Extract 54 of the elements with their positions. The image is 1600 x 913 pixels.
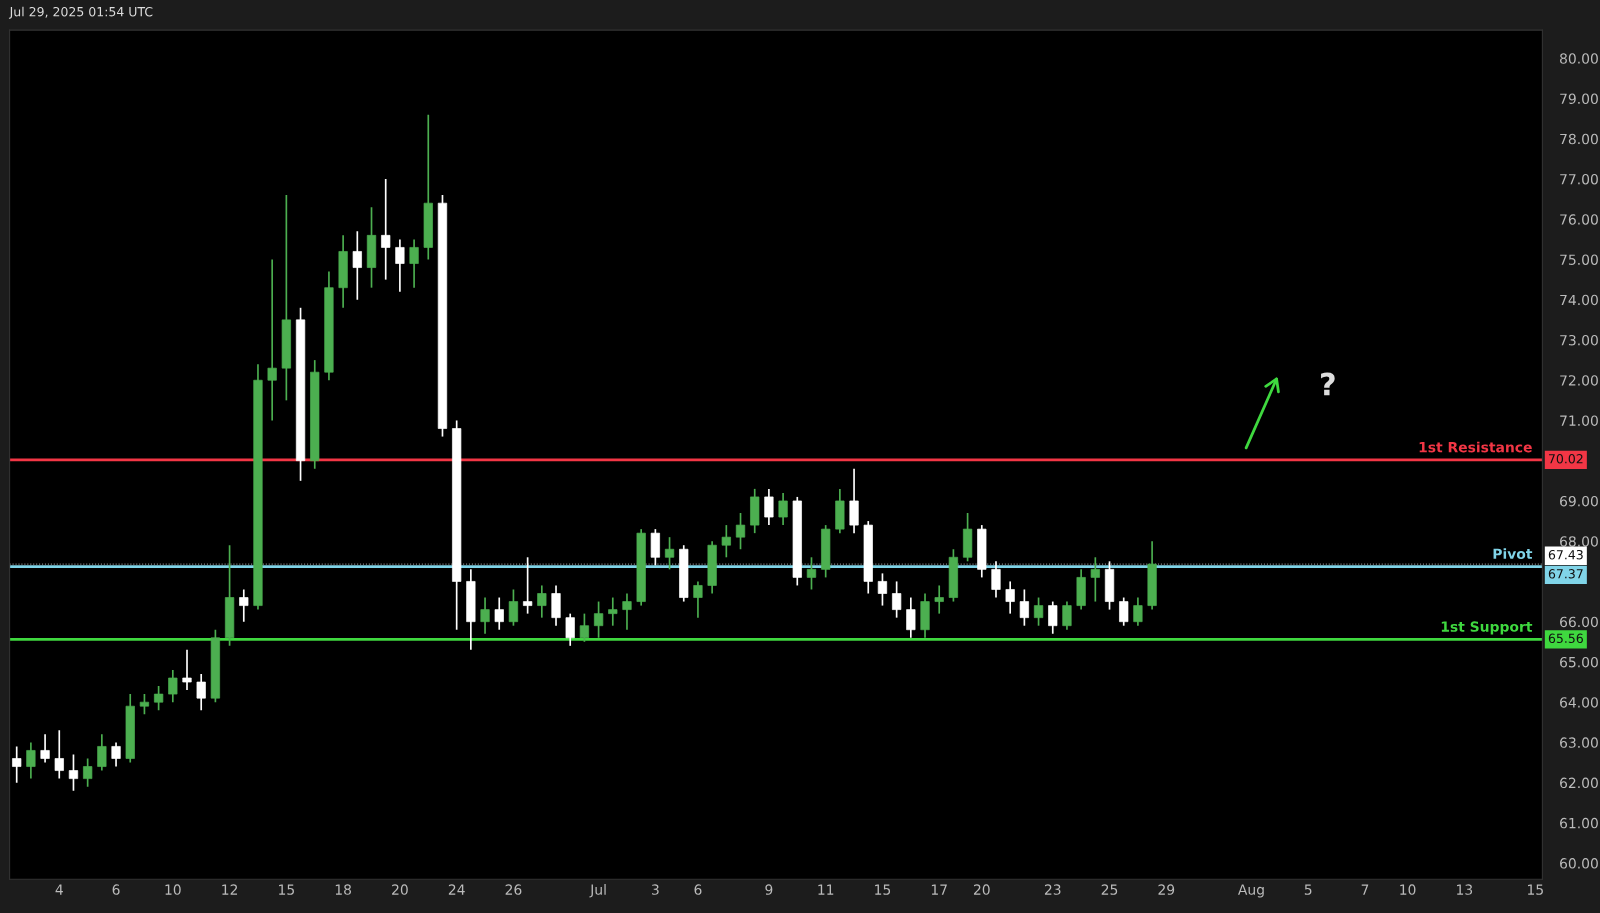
- chart-title: Jul 29, 2025 01:54 UTC: [8, 6, 153, 19]
- x-tick-label: 10: [165, 884, 181, 895]
- y-tick-label: 64.00: [1560, 697, 1598, 708]
- y-tick-label: 73.00: [1560, 334, 1598, 346]
- x-tick-label: 5: [1304, 884, 1312, 895]
- y-tick-label: 68.00: [1560, 536, 1598, 547]
- x-tick-label: 17: [931, 884, 947, 895]
- y-tick-label: 80.00: [1560, 53, 1598, 64]
- x-tick-label: 10: [1400, 884, 1416, 895]
- y-tick-label: 65.00: [1560, 656, 1598, 668]
- ref-line-label: 1st Resistance: [1419, 441, 1532, 453]
- y-tick-label: 72.00: [1560, 375, 1598, 386]
- x-tick-label: 15: [279, 884, 294, 895]
- y-tick-label: 62.00: [1560, 777, 1598, 789]
- x-tick-label: 24: [448, 884, 465, 895]
- x-tick-label: 25: [1101, 884, 1118, 895]
- x-tick-label: 26: [505, 884, 522, 895]
- text: 65.56: [1548, 633, 1583, 644]
- x-tick-label: Aug: [1238, 884, 1264, 898]
- y-tick-label: 76.00: [1560, 214, 1598, 225]
- x-tick-label: 23: [1044, 884, 1061, 895]
- x-tick-label: 15: [875, 884, 891, 895]
- x-tick-label: 11: [818, 884, 834, 895]
- y-tick-label: 78.00: [1560, 133, 1598, 145]
- x-tick-label: 20: [973, 884, 990, 895]
- x-tick-label: 29: [1158, 884, 1175, 895]
- y-tick-label: 60.00: [1560, 858, 1598, 869]
- y-tick-label: 63.00: [1560, 737, 1598, 748]
- x-tick-label: Jul: [589, 884, 606, 898]
- x-tick-label: 15: [1527, 884, 1543, 895]
- y-tick-label: 79.00: [1560, 93, 1598, 105]
- x-tick-label: 3: [652, 884, 659, 895]
- text: 67.37: [1548, 569, 1583, 579]
- x-tick-label: 4: [55, 884, 63, 895]
- x-tick-label: 7: [1361, 884, 1369, 895]
- x-tick-label: 12: [222, 884, 238, 895]
- x-tick-label: 6: [112, 884, 120, 895]
- ref-line-label: 1st Support: [1441, 621, 1533, 635]
- y-tick-label: 74.00: [1560, 294, 1598, 306]
- y-tick-label: 69.00: [1560, 495, 1598, 507]
- annotation: ?: [1321, 372, 1335, 396]
- x-tick-label: 9: [765, 884, 773, 895]
- y-tick-label: 71.00: [1560, 415, 1598, 426]
- y-tick-label: 77.00: [1560, 173, 1598, 185]
- ref-line-label: Pivot: [1493, 548, 1533, 560]
- x-tick-label: 18: [335, 884, 352, 895]
- x-tick-label: 20: [392, 884, 408, 895]
- text: 70.02: [1548, 454, 1583, 464]
- y-tick-label: 66.00: [1560, 616, 1598, 628]
- text: 67.43: [1548, 549, 1583, 560]
- y-tick-label: 75.00: [1560, 254, 1598, 265]
- x-tick-label: 6: [694, 884, 702, 895]
- y-tick-label: 61.00: [1560, 817, 1598, 829]
- x-tick-label: 13: [1457, 884, 1473, 895]
